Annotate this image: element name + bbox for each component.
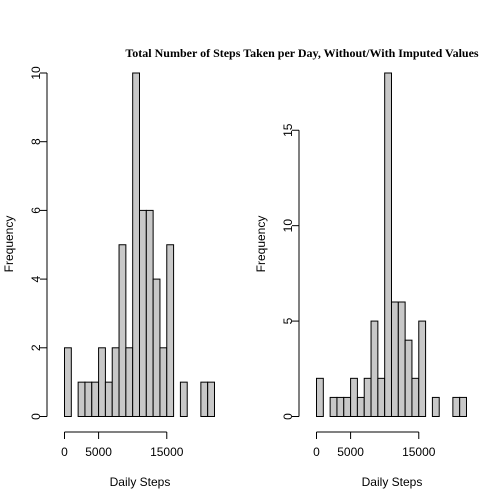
- x-tick-label: 0: [61, 445, 68, 459]
- histogram-bar: [329, 396, 338, 417]
- panel-2-y-axis-title: Frequency: [254, 216, 268, 273]
- histogram-bar: [166, 244, 175, 417]
- histogram-bar: [350, 377, 358, 418]
- y-tick-label: 5: [281, 317, 295, 324]
- histogram-bar: [91, 381, 100, 417]
- histogram-bar: [370, 320, 379, 418]
- histogram-bar: [138, 209, 147, 417]
- panel-without-imputed: 0 5000 15000 0 2 4 6 8 10 Daily Steps Frequency: [2, 66, 215, 489]
- histogram-bar: [118, 244, 127, 417]
- panel-1-x-axis-title: Daily Steps: [110, 475, 171, 489]
- histogram-bar: [418, 320, 427, 418]
- histogram-bar: [179, 381, 188, 417]
- histogram-bar: [207, 381, 215, 417]
- panel-1-y-axis-title: Frequency: [2, 216, 16, 273]
- y-tick-label: 6: [29, 207, 43, 214]
- chart-title: Total Number of Steps Taken per Day, Wit…: [125, 46, 479, 60]
- y-tick-label: 15: [281, 123, 295, 137]
- histogram-bar: [404, 339, 413, 417]
- histogram-bar: [431, 396, 440, 417]
- histogram-bar: [152, 278, 161, 417]
- histogram-bar: [84, 381, 93, 417]
- panel-1-y-axis: 0 2 4 6 8 10: [29, 66, 48, 420]
- panel-2-x-axis-title: Daily Steps: [362, 475, 423, 489]
- histogram-bar: [104, 381, 113, 417]
- y-tick-label: 10: [29, 66, 43, 80]
- histogram-bar: [64, 347, 72, 417]
- panel-with-imputed: 0 5000 15000 0 5 10 15 Daily Steps Frequency: [254, 72, 467, 489]
- histogram-bar: [77, 381, 86, 417]
- histogram-bar: [356, 396, 365, 417]
- histogram-bar: [316, 377, 324, 418]
- histogram-bar: [125, 347, 134, 417]
- histogram-bar: [452, 396, 461, 417]
- panel-1-x-axis: 0 5000 15000: [61, 431, 184, 459]
- histogram-bar: [384, 72, 392, 417]
- panel-2-y-axis: 0 5 10 15: [281, 123, 300, 420]
- histogram-bar: [397, 301, 406, 417]
- histogram-bar: [145, 209, 154, 417]
- panel-2-x-axis: 0 5000 15000: [313, 431, 436, 459]
- panel-1-bars: [64, 72, 215, 417]
- y-tick-label: 0: [281, 413, 295, 420]
- histogram-bar: [377, 377, 386, 418]
- histogram-bar: [390, 301, 399, 417]
- panel-2-bars: [316, 72, 467, 418]
- histogram-bar: [111, 347, 120, 417]
- histogram-bar: [411, 377, 420, 418]
- histogram-bar: [343, 396, 352, 417]
- histogram-bar: [459, 396, 467, 417]
- y-tick-label: 10: [281, 219, 295, 233]
- histogram-bar: [200, 381, 209, 417]
- histogram-bar: [98, 347, 106, 417]
- x-tick-label: 15000: [150, 445, 184, 459]
- y-tick-label: 4: [29, 275, 43, 282]
- y-tick-label: 2: [29, 344, 43, 351]
- x-tick-label: 0: [313, 445, 320, 459]
- y-tick-label: 8: [29, 138, 43, 145]
- histogram-bar: [336, 396, 345, 417]
- x-tick-label: 5000: [337, 445, 364, 459]
- histogram-bar: [159, 347, 168, 417]
- y-tick-label: 0: [29, 413, 43, 420]
- histogram-bar: [132, 72, 140, 417]
- x-tick-label: 15000: [402, 445, 436, 459]
- x-tick-label: 5000: [85, 445, 112, 459]
- histogram-bar: [363, 377, 372, 418]
